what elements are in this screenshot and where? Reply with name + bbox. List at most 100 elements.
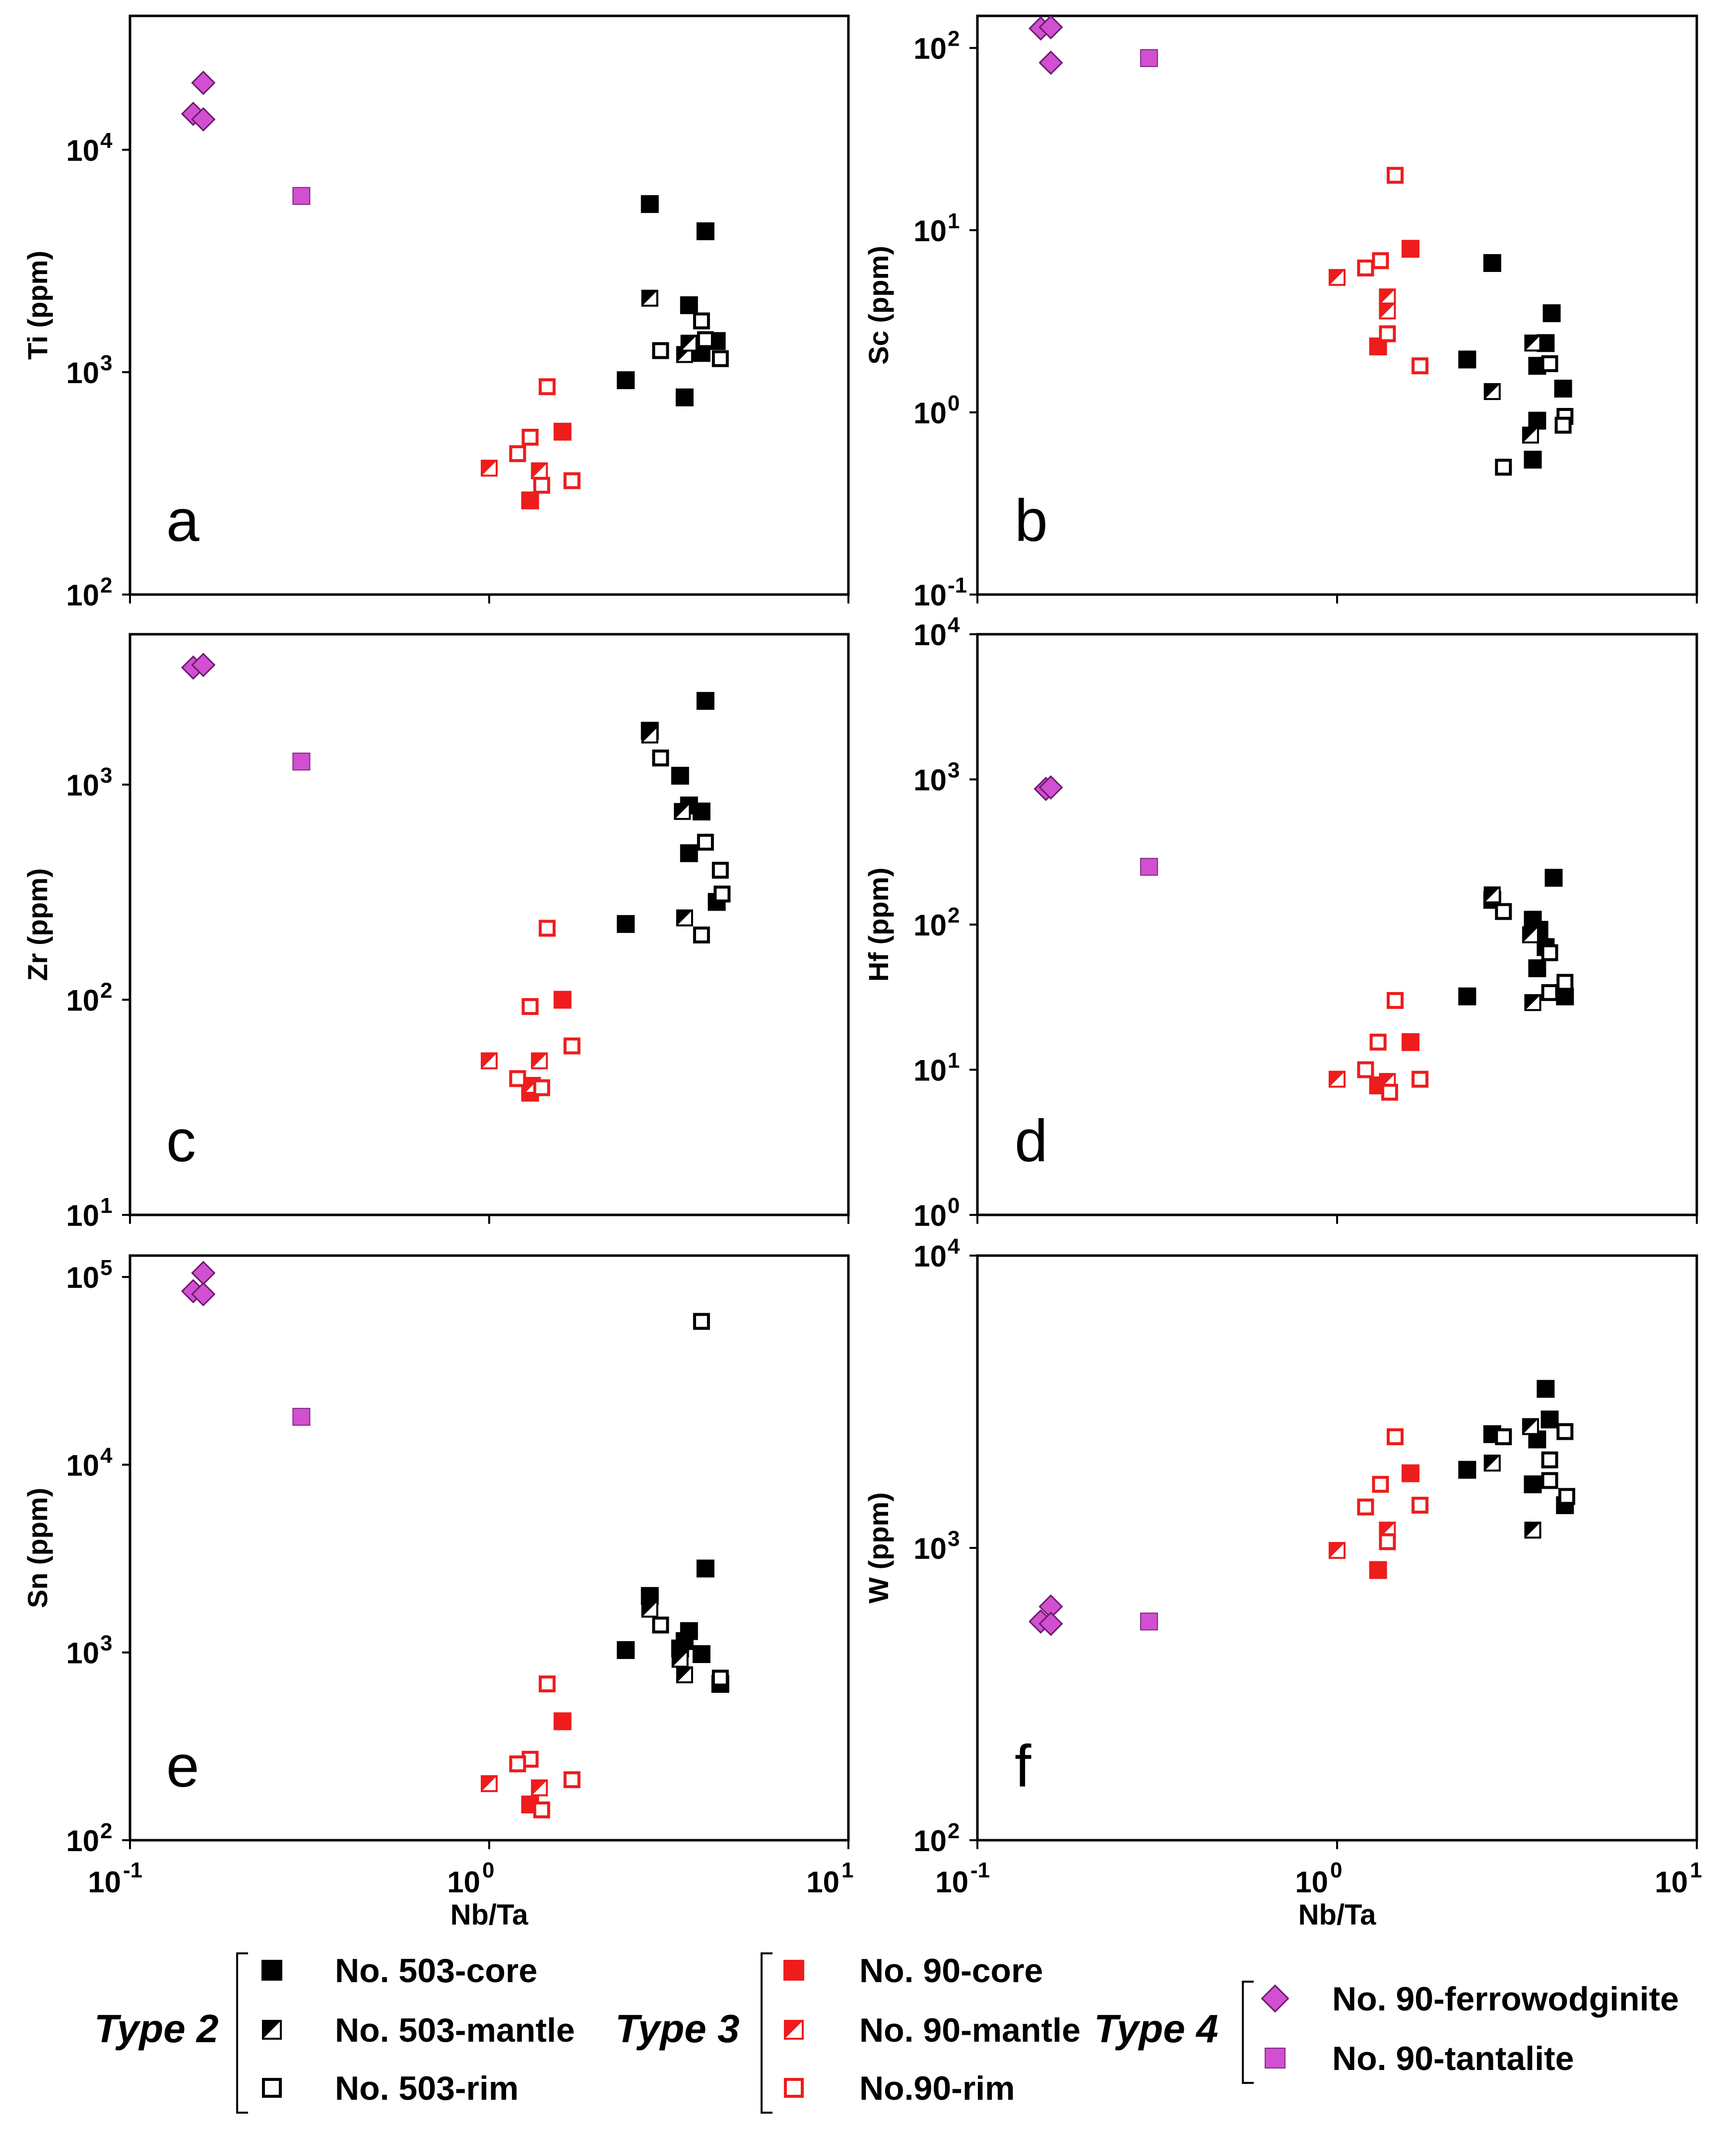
legend-label-no-503-core: No. 503-core (335, 1952, 537, 1990)
legend-bracket (761, 1952, 772, 2114)
legend-label-no-90-tantalite: No. 90-tantalite (1332, 2040, 1574, 2077)
panel-d-point-no-503-mantle (1524, 994, 1542, 1011)
panel-f-point-no-503-rim (1541, 1451, 1558, 1468)
panel-c-point-no-90-rim (521, 998, 539, 1015)
panel-a-ytick-label: 10 (66, 134, 99, 167)
panel-b-point-no-503-core (1543, 304, 1561, 323)
panel-e-point-no-90-rim (533, 1801, 550, 1818)
panel-a-point-no-503-rim (652, 342, 669, 359)
panel-b-point-no-90-rim (1412, 357, 1429, 375)
panel-f-point-no-90-core (1369, 1561, 1387, 1579)
panel-b-point-no-503-mantle (1524, 334, 1542, 352)
legend-bracket (1242, 1981, 1254, 2084)
panel-a-point-no-90-core (521, 491, 539, 510)
panel-d-ytick-label: 10 (913, 909, 947, 942)
panel-b-point-no-90-rim (1379, 325, 1396, 342)
panel-b-ytick-exp: 1 (948, 209, 960, 233)
panel-f-point-no-90-rim (1357, 1498, 1374, 1516)
panel-a-point-no-503-mantle (680, 334, 698, 352)
panel-a-point-no-503-rim (697, 331, 714, 348)
panel-f-xtick-exp: 0 (1330, 1858, 1342, 1882)
panel-e-point-no-90-tantalite (292, 1407, 311, 1426)
panel-c-point-no-90-rim (509, 1070, 526, 1087)
panel-e-point-no-503-mantle (641, 1601, 658, 1618)
panel-a-point-no-90-rim (563, 472, 580, 489)
panel-f-point-no-90-rim (1379, 1533, 1396, 1550)
panel-b-ytick-label: 10 (913, 32, 947, 66)
panel-e-point-no-503-core (692, 1645, 710, 1664)
legend-marker-no-90-ferrowodginite (1261, 1984, 1289, 2013)
panel-c-point-no-90-mantle (531, 1052, 548, 1069)
panel-d-point-no-503-core (1458, 987, 1477, 1005)
panel-c-point-no-90-mantle (481, 1052, 498, 1069)
panel-e-point-no-503-core (617, 1641, 635, 1659)
legend-label-no-90-ferrowodginite: No. 90-ferrowodginite (1332, 1980, 1679, 2018)
panel-a-point-no-90-mantle (481, 460, 498, 477)
panel-a-ytick-exp: 2 (100, 573, 112, 598)
panel-c-point-no-503-rim (652, 749, 669, 767)
panel-c-point-no-90-rim (563, 1037, 580, 1055)
panel-f-point-no-90-ferrowodginite (1038, 1611, 1063, 1636)
panel-a-point-no-90-tantalite (292, 187, 311, 205)
panel-b-ytick-label: 10 (913, 214, 947, 248)
panel-e-point-no-90-core (553, 1712, 572, 1731)
legend-marker-no-503-core (261, 1960, 282, 1981)
panel-e-letter: e (166, 1733, 199, 1800)
panel-c-ytick-exp: 2 (100, 979, 112, 1003)
panel-d-point-no-90-ferrowodginite (1038, 775, 1063, 800)
panel-f-xtick-label: 10 (1295, 1866, 1328, 1899)
panel-c-ytick-label: 10 (66, 984, 99, 1017)
panel-d-letter: d (1015, 1108, 1048, 1174)
panel-c-point-no-90-core (553, 991, 572, 1009)
panel-c-ytick-exp: 3 (100, 763, 112, 788)
panel-e-ytick-exp: 3 (100, 1631, 112, 1656)
panel-f-point-no-503-mantle (1524, 1522, 1542, 1539)
panel-c-frame (129, 633, 850, 1216)
panel-a-point-no-90-core (553, 422, 572, 441)
panel-d-ytick-label: 10 (913, 1199, 947, 1232)
panel-d-point-no-503-core (1528, 959, 1546, 978)
panel-c-ytick-exp: 1 (100, 1194, 112, 1218)
panel-f-point-no-503-core (1537, 1380, 1555, 1398)
panel-d-point-no-90-rim (1386, 992, 1404, 1009)
panel-b-ytick-exp: 0 (948, 391, 960, 415)
panel-e-point-no-503-mantle (671, 1651, 689, 1668)
panel-e-point-no-90-mantle (531, 1779, 548, 1797)
panel-a-point-no-503-rim (711, 350, 729, 367)
panel-a-point-no-503-core (641, 195, 659, 213)
legend-marker-no-503-mantle (262, 2020, 282, 2040)
legend-label-no-90-rim: No.90-rim (859, 2069, 1015, 2107)
panel-f-point-no-90-tantalite (1140, 1612, 1158, 1631)
legend-label-no-90-mantle: No. 90-mantle (859, 2011, 1081, 2049)
panel-e-point-no-90-rim (563, 1771, 580, 1789)
panel-c-point-no-503-core (696, 692, 714, 710)
panel-e-point-no-503-rim (693, 1313, 710, 1330)
panel-e-point-no-90-rim (538, 1675, 556, 1693)
panel-b-point-no-503-core (1524, 451, 1542, 469)
panel-b-point-no-503-core (1483, 254, 1501, 272)
panel-a-point-no-90-rim (509, 445, 526, 463)
panel-f-point-no-503-rim (1495, 1428, 1512, 1446)
panel-c-ytick-label: 10 (66, 769, 99, 802)
panel-b-ylabel: Sc (ppm) (863, 246, 894, 365)
panel-d-point-no-90-core (1401, 1033, 1419, 1051)
panel-a-point-no-503-core (617, 371, 635, 390)
panel-d-point-no-503-core (1544, 868, 1563, 887)
legend-label-no-503-rim: No. 503-rim (335, 2069, 518, 2107)
panel-a-point-no-503-core (696, 222, 714, 241)
panel-e-xtick-label: 10 (447, 1866, 480, 1899)
panel-b-point-no-503-mantle (1483, 383, 1501, 400)
panel-d-ytick-exp: 1 (948, 1049, 960, 1073)
panel-f-point-no-90-rim (1386, 1428, 1404, 1446)
panel-b-point-no-90-rim (1357, 259, 1374, 276)
panel-a-point-no-90-ferrowodginite (191, 70, 216, 95)
panel-d-point-no-90-rim (1412, 1070, 1429, 1088)
panel-d-ytick-exp: 4 (948, 613, 960, 637)
panel-a-point-no-503-rim (693, 312, 710, 330)
panel-b-ytick-exp: -1 (948, 573, 967, 598)
panel-b-point-no-90-mantle (1329, 269, 1346, 286)
